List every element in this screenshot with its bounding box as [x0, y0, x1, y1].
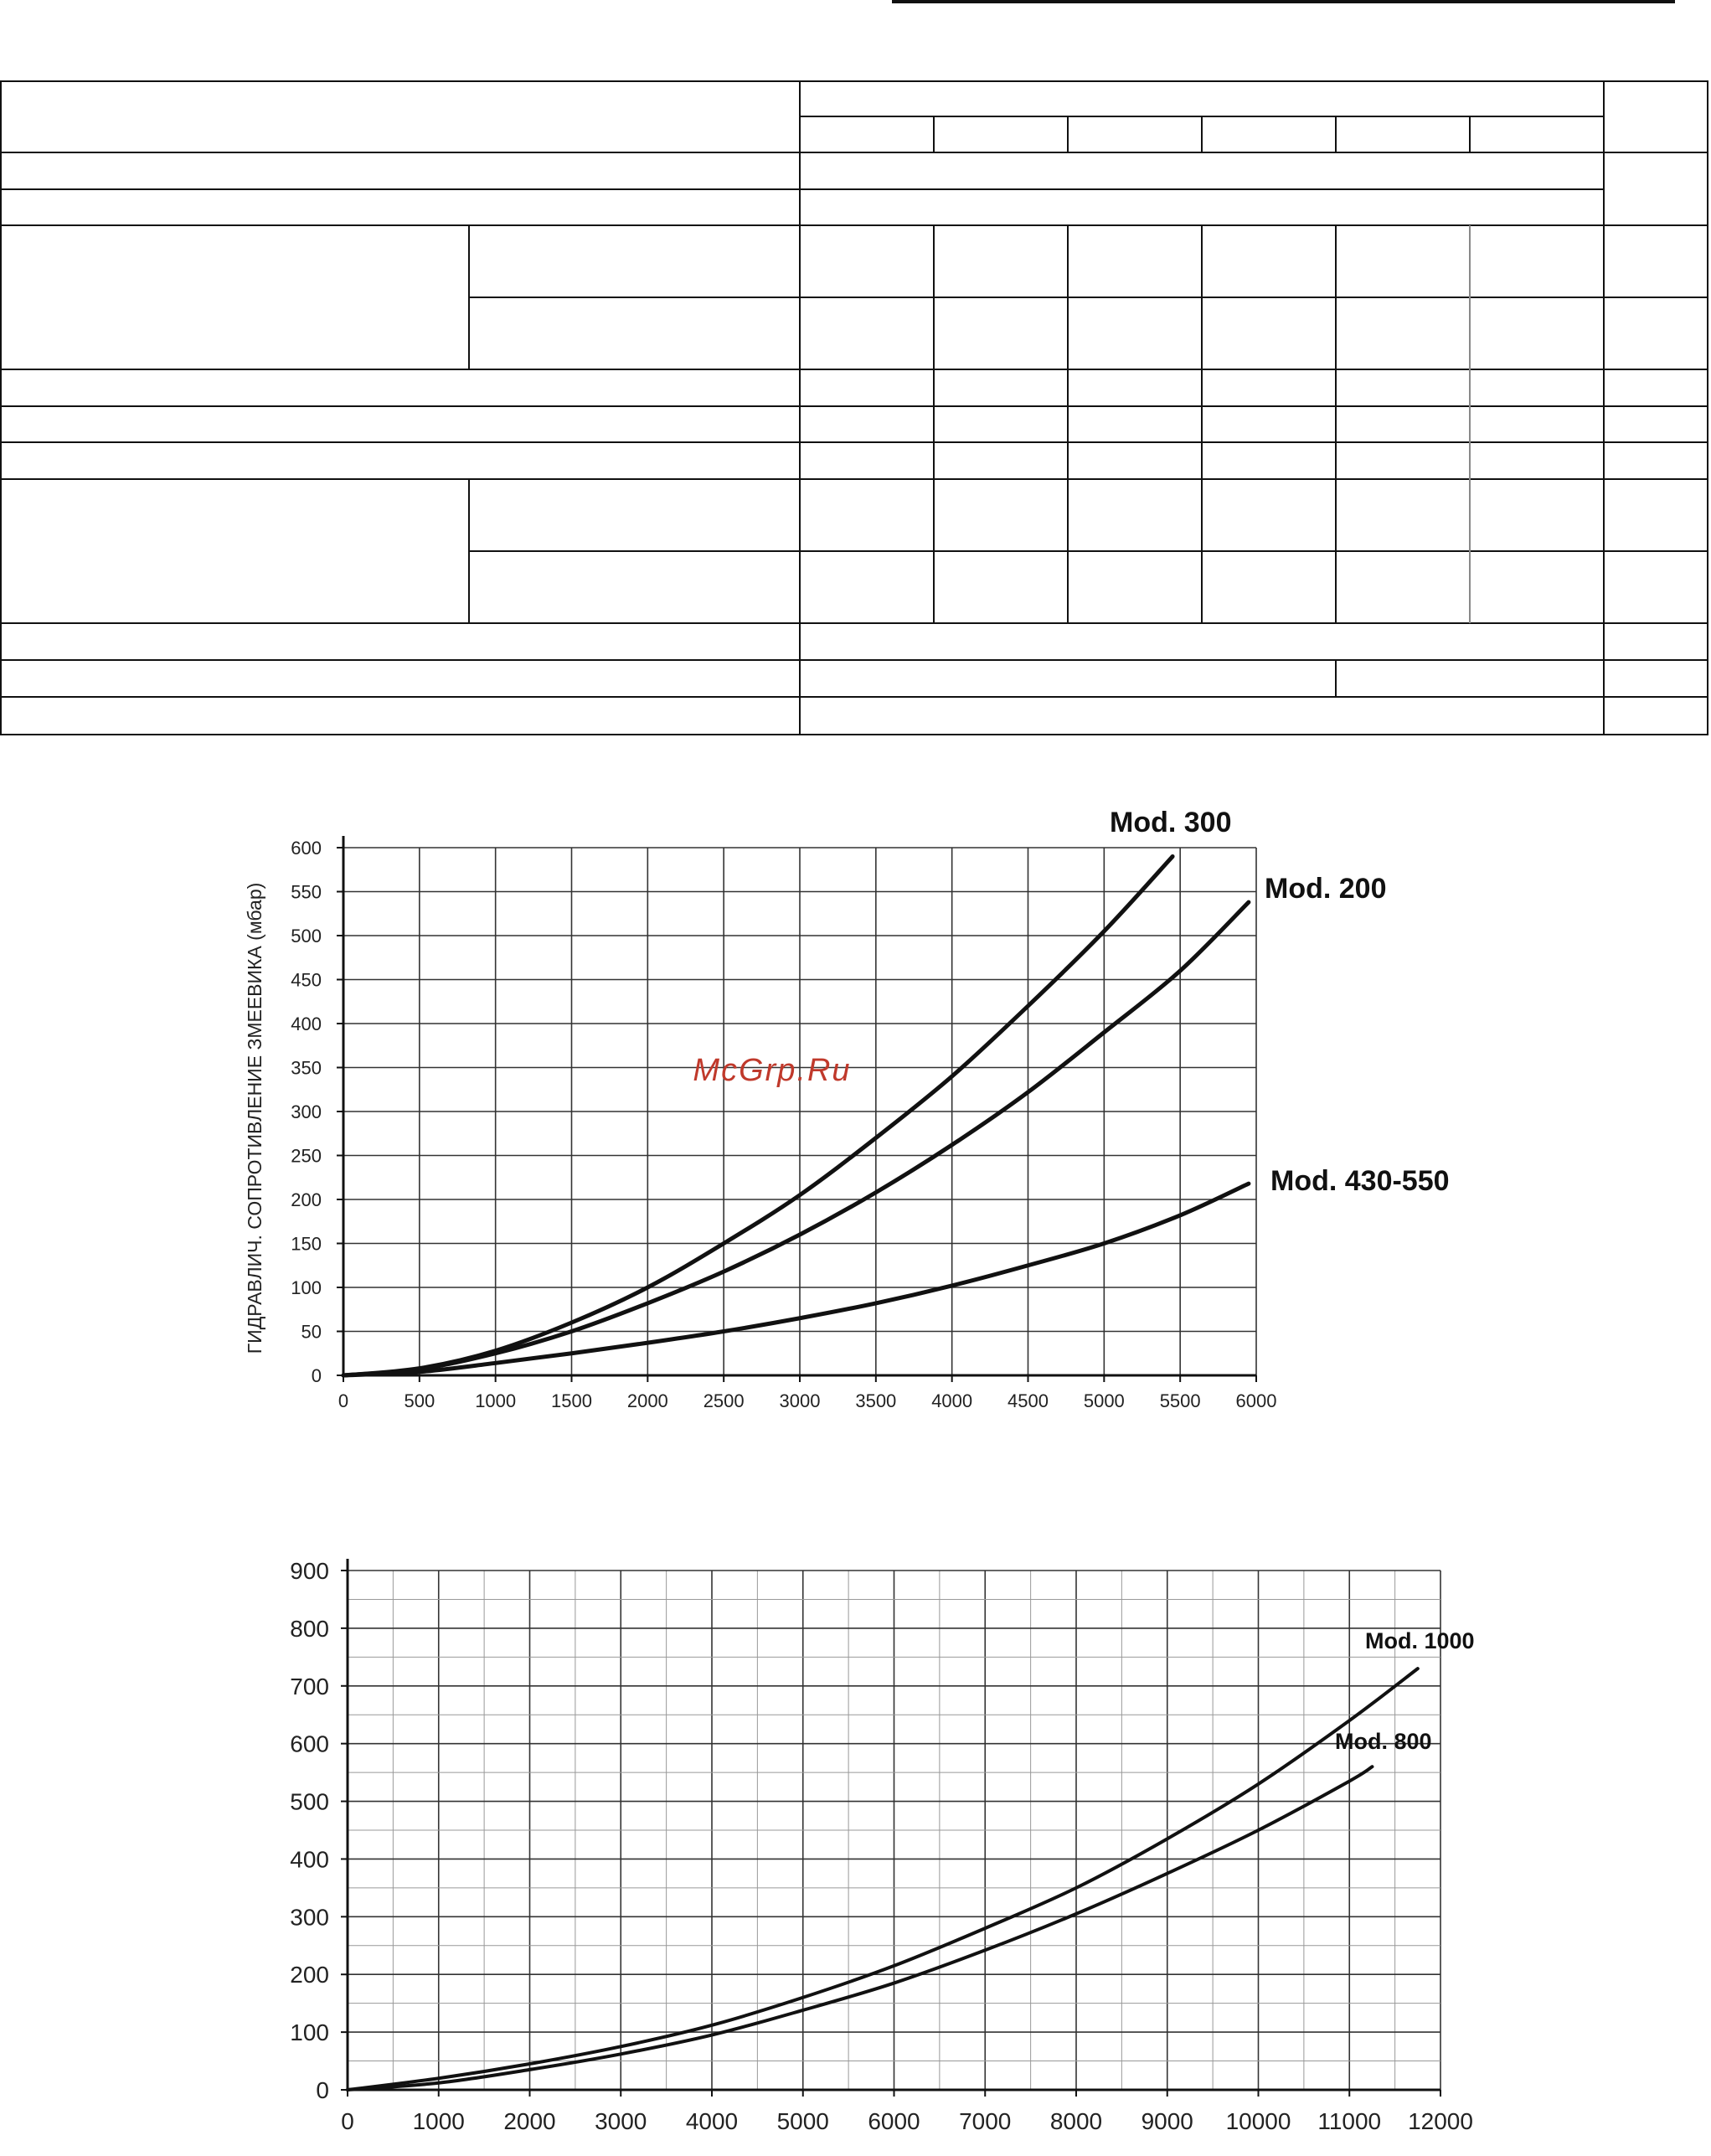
series-label: Mod. 1000 [1365, 1628, 1475, 1653]
chart2-grid [348, 1570, 1441, 2090]
x-tick-label: 6000 [1236, 1390, 1277, 1411]
y-tick-label: 600 [290, 1731, 329, 1757]
y-tick-label: 100 [290, 2019, 329, 2045]
y-tick-label: 50 [301, 1322, 322, 1343]
x-tick-label: 5500 [1160, 1390, 1201, 1411]
x-tick-label: 11000 [1317, 2108, 1381, 2134]
series-line-mod-800 [346, 1765, 1374, 2092]
series-label: Mod. 800 [1335, 1729, 1432, 1754]
x-tick-label: 3000 [595, 2108, 647, 2134]
series-label: Mod. 300 [1110, 807, 1231, 838]
y-tick-label: 400 [291, 1014, 322, 1034]
x-tick-label: 1500 [551, 1390, 592, 1411]
y-tick-label: 500 [291, 926, 322, 946]
y-tick-label: 250 [291, 1146, 322, 1167]
chart2-y-tick-labels: 0 100 200 300 400 500 600 700 800 900 [290, 1558, 329, 2103]
y-tick-label: 800 [290, 1616, 329, 1642]
x-tick-label: 500 [404, 1390, 435, 1411]
x-tick-label: 5000 [1084, 1390, 1125, 1411]
x-tick-label: 2000 [627, 1390, 668, 1411]
x-tick-label: 3000 [780, 1390, 821, 1411]
y-tick-label: 0 [316, 2077, 329, 2103]
series-label: Mod. 430-550 [1270, 1165, 1450, 1197]
y-tick-label: 550 [291, 882, 322, 903]
y-tick-label: 300 [290, 1904, 329, 1930]
x-tick-label: 10000 [1226, 2108, 1291, 2134]
x-tick-label: 0 [341, 2108, 354, 2134]
x-tick-label: 4500 [1008, 1390, 1049, 1411]
y-tick-label: 300 [291, 1101, 322, 1122]
chart1-x-tick-labels: 0 500 1000 1500 2000 2500 3000 3500 4000 4500 5000… [338, 1390, 1277, 1411]
y-tick-label: 400 [290, 1846, 329, 1872]
x-tick-label: 4000 [931, 1390, 972, 1411]
x-tick-label: 1000 [413, 2108, 465, 2134]
y-tick-label: 200 [291, 1189, 322, 1210]
x-tick-label: 6000 [868, 2108, 920, 2134]
series-line-mod-200 [341, 900, 1251, 1378]
chart2-x-tick-labels: 0 1000 2000 3000 4000 5000 6000 7000 8000 9000 100… [341, 2108, 1473, 2134]
y-tick-label: 200 [290, 1962, 329, 1988]
y-tick-label: 350 [291, 1058, 322, 1079]
x-tick-label: 1000 [475, 1390, 516, 1411]
chart2-series-labels: Mod. 1000 Mod. 800 [1335, 1628, 1475, 1754]
x-tick-label: 12000 [1408, 2108, 1473, 2134]
chart-coil-resistance-2: 0 1000 2000 3000 4000 5000 6000 7000 8000 9000 100… [290, 1558, 1475, 2134]
chart2-series [346, 1667, 1420, 2092]
table-outline [0, 80, 1708, 735]
y-tick-label: 600 [291, 838, 322, 859]
watermark: McGrp.Ru [693, 1053, 851, 1088]
y-tick-label: 500 [290, 1789, 329, 1815]
series-line-mod-430-550 [341, 1181, 1251, 1378]
chart1-y-tick-labels: 0 50 100 150 200 250 300 350 400 450 500 550 600 [291, 838, 322, 1386]
y-tick-label: 150 [291, 1234, 322, 1255]
y-tick-label: 450 [291, 970, 322, 991]
y-tick-label: 900 [290, 1558, 329, 1584]
x-tick-label: 4000 [686, 2108, 738, 2134]
chart1-grid [343, 847, 1257, 1375]
chart-coil-resistance-1: 0 500 1000 1500 2000 2500 3000 3500 4000 4500 5000… [244, 807, 1450, 1411]
x-tick-label: 8000 [1050, 2108, 1102, 2134]
series-line-mod-300 [341, 854, 1175, 1378]
x-tick-label: 2000 [503, 2108, 555, 2134]
x-tick-label: 9000 [1142, 2108, 1193, 2134]
spec-table [0, 80, 1708, 735]
chart1-y-axis-label: ГИДРАВЛИЧ. СОПРОТИВЛЕНИЕ ЗМЕЕВИКА (мбар) [244, 883, 265, 1354]
x-tick-label: 7000 [959, 2108, 1011, 2134]
chart1-series [341, 854, 1251, 1378]
chart1-series-labels: Mod. 300 Mod. 200 Mod. 430-550 [1110, 807, 1450, 1197]
x-tick-label: 3500 [855, 1390, 896, 1411]
x-tick-label: 0 [338, 1390, 348, 1411]
y-tick-label: 0 [312, 1365, 322, 1386]
series-line-mod-1000 [346, 1667, 1420, 2092]
y-tick-label: 100 [291, 1277, 322, 1298]
y-tick-label: 700 [290, 1674, 329, 1700]
x-tick-label: 5000 [777, 2108, 829, 2134]
series-label: Mod. 200 [1265, 873, 1386, 905]
chart2-axes [341, 1559, 1441, 2097]
x-tick-label: 2500 [703, 1390, 745, 1411]
chart1-axes [337, 836, 1257, 1382]
top-rule [892, 0, 1675, 3]
